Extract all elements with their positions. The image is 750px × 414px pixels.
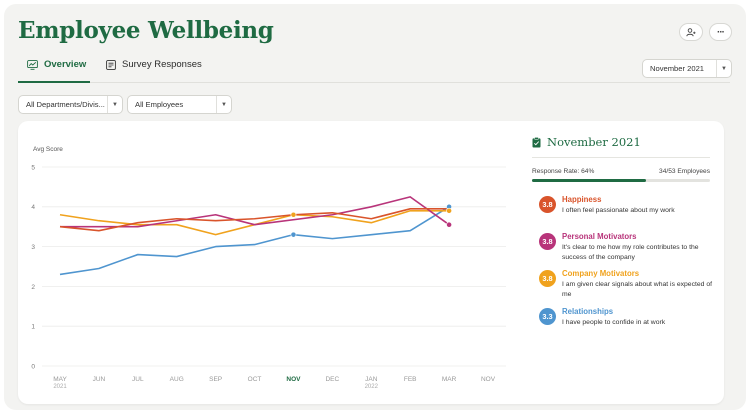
x-tick-label: NOV xyxy=(481,376,496,383)
period-select-value: November 2021 xyxy=(650,64,705,73)
y-tick-label: 4 xyxy=(31,204,35,211)
chevron-down-icon: ▼ xyxy=(216,96,231,113)
metric-body: Personal Motivators It's clear to me how … xyxy=(562,232,712,262)
y-tick-label: 5 xyxy=(31,164,35,171)
metric-body: Company Motivators I am given clear signa… xyxy=(562,269,712,299)
x-tick-sublabel: 2022 xyxy=(365,384,379,390)
data-point-marker xyxy=(290,211,297,218)
x-tick-label: JAN xyxy=(365,376,378,383)
overview-icon xyxy=(27,59,38,70)
metric-description: I have people to confide in at work xyxy=(562,319,666,326)
employees-filter[interactable]: All Employees ▼ xyxy=(127,95,232,114)
clipboard-check-icon xyxy=(532,136,541,147)
employees-count-label: 34/53 Employees xyxy=(659,168,710,175)
page-title: Employee Wellbeing xyxy=(18,17,274,44)
y-tick-label: 0 xyxy=(31,363,35,370)
response-rate-row: Response Rate: 64% 34/53 Employees xyxy=(532,168,710,175)
metric-description: I am given clear signals about what is e… xyxy=(562,281,712,298)
more-icon: ··· xyxy=(717,26,725,38)
series-line-relationships xyxy=(59,206,450,276)
metric-title: Company Motivators xyxy=(562,269,640,278)
employees-filter-value: All Employees xyxy=(135,100,184,109)
metric-item: 3.8 Company Motivators I am given clear si… xyxy=(539,269,717,299)
metric-title: Relationships xyxy=(562,307,614,316)
series-line-personal-motivators xyxy=(60,196,450,228)
series-line-happiness xyxy=(59,207,450,232)
metric-score-badge: 3.8 xyxy=(539,196,556,213)
metric-body: Happiness I often feel passionate about m… xyxy=(562,195,712,216)
response-rate-label: Response Rate: 64% xyxy=(532,168,595,175)
x-tick-label: SEP xyxy=(209,376,222,383)
x-tick-label: NOV xyxy=(286,376,301,383)
more-options-button[interactable]: ··· xyxy=(709,23,732,41)
metric-description: It's clear to me how my role contributes… xyxy=(562,244,699,261)
metric-item: 3.8 Personal Motivators It's clear to me h… xyxy=(539,232,717,262)
summary-title: November 2021 xyxy=(547,135,641,149)
response-rate-bar xyxy=(532,179,710,182)
tabs-divider xyxy=(18,82,730,83)
metric-description: I often feel passionate about my work xyxy=(562,207,675,214)
x-tick-label: AUG xyxy=(170,376,184,383)
x-tick-label: JUN xyxy=(93,376,106,383)
metric-title: Happiness xyxy=(562,195,602,204)
add-user-icon xyxy=(686,27,696,36)
metric-score-badge: 3.8 xyxy=(539,233,556,250)
data-point-marker xyxy=(446,221,452,228)
x-tick-label: DEC xyxy=(325,376,339,383)
x-tick-label: JUL xyxy=(132,376,144,383)
response-rate-bar-fill xyxy=(532,179,646,182)
tab-survey-responses-label: Survey Responses xyxy=(122,59,202,70)
y-tick-label: 3 xyxy=(31,244,35,251)
y-tick-label: 2 xyxy=(31,284,35,291)
data-point-marker xyxy=(290,231,297,238)
chevron-down-icon: ▼ xyxy=(716,60,731,77)
metric-title: Personal Motivators xyxy=(562,232,637,241)
active-tab-indicator xyxy=(18,81,90,83)
tab-survey-responses[interactable]: Survey Responses xyxy=(106,59,202,70)
chevron-down-icon: ▼ xyxy=(107,96,122,113)
x-tick-label: MAY xyxy=(53,376,67,383)
period-select[interactable]: November 2021 ▼ xyxy=(642,59,732,78)
department-filter[interactable]: All Departments/Divis... ▼ xyxy=(18,95,123,114)
data-point-marker xyxy=(446,207,452,214)
add-user-button[interactable] xyxy=(679,23,703,41)
summary-divider xyxy=(532,157,710,158)
x-tick-label: MAR xyxy=(442,376,457,383)
summary-header: November 2021 xyxy=(532,135,710,149)
metric-score-badge: 3.3 xyxy=(539,308,556,325)
metric-item: 3.3 Relationships I have people to confide… xyxy=(539,307,717,328)
x-tick-label: FEB xyxy=(404,376,417,383)
tab-overview[interactable]: Overview xyxy=(27,59,86,70)
tab-overview-label: Overview xyxy=(44,59,87,70)
overview-card: Avg Score 0 1 2 3 4 5 MAY 2021 JUN JUL AUG SEP OCT NOV… xyxy=(18,121,724,404)
y-axis-label: Avg Score xyxy=(33,146,63,153)
department-filter-value: All Departments/Divis... xyxy=(26,100,105,109)
metric-body: Relationships I have people to confide in… xyxy=(562,307,712,328)
summary-panel: November 2021 Response Rate: 64% 34/53 E… xyxy=(532,135,712,326)
survey-icon xyxy=(106,59,116,70)
y-tick-label: 1 xyxy=(31,324,35,331)
metric-score-badge: 3.8 xyxy=(539,270,556,287)
x-tick-sublabel: 2021 xyxy=(53,384,67,390)
x-tick-label: OCT xyxy=(248,376,262,383)
metric-item: 3.8 Happiness I often feel passionate abou… xyxy=(539,195,717,216)
